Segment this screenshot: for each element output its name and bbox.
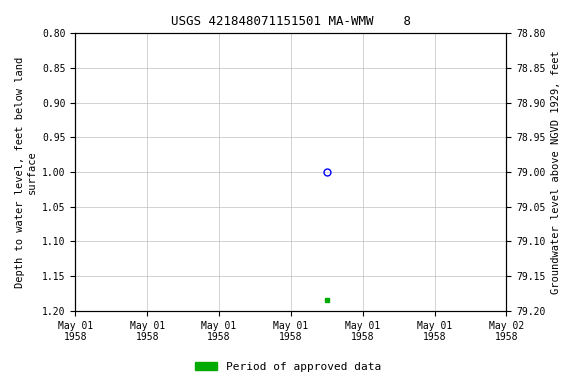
Title: USGS 421848071151501 MA-WMW    8: USGS 421848071151501 MA-WMW 8 (171, 15, 411, 28)
Y-axis label: Groundwater level above NGVD 1929, feet: Groundwater level above NGVD 1929, feet (551, 50, 561, 294)
Legend: Period of approved data: Period of approved data (191, 358, 385, 377)
Y-axis label: Depth to water level, feet below land
surface: Depth to water level, feet below land su… (15, 56, 37, 288)
